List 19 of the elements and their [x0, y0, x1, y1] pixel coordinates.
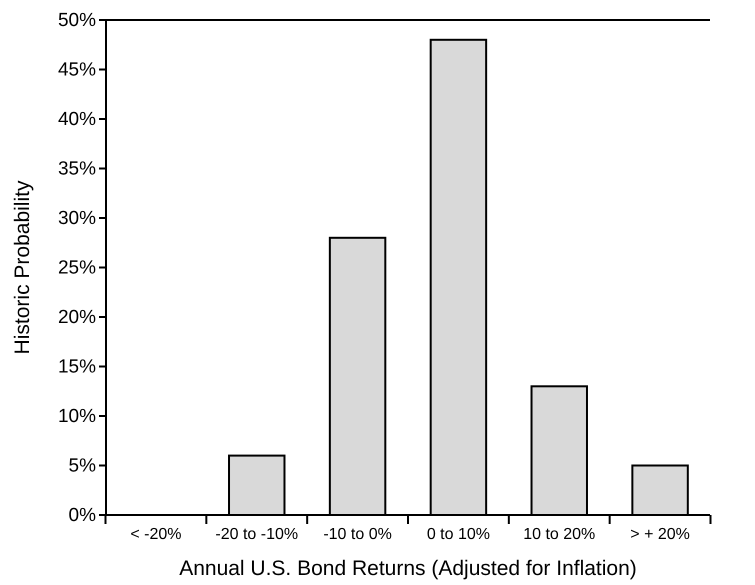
y-tick-label: 50%: [58, 10, 96, 32]
x-tick-label: 10 to 20%: [523, 526, 596, 543]
y-tick-label: 45%: [58, 60, 96, 81]
y-tick-label: 10%: [58, 406, 96, 428]
x-tick-label: > + 20%: [630, 526, 690, 543]
y-axis-title: Historic Probability: [11, 180, 34, 354]
y-tick-label: 35%: [58, 158, 96, 180]
y-tick-label: 20%: [58, 307, 96, 328]
x-tick-label: < -20%: [130, 526, 182, 543]
y-tick-label: 15%: [58, 356, 96, 378]
x-tick-label: 0 to 10%: [426, 526, 490, 543]
x-tick-label: -10 to 0%: [323, 526, 392, 543]
x-tick-label: -20 to -10%: [215, 526, 298, 543]
y-tick-label: 30%: [58, 208, 96, 230]
y-tick-label: 0%: [68, 505, 96, 526]
y-tick-label: 40%: [58, 109, 96, 130]
y-tick-label: 25%: [58, 258, 96, 279]
y-tick-label: 5%: [68, 456, 96, 477]
x-axis-title: Annual U.S. Bond Returns (Adjusted for Inflation): [179, 557, 637, 580]
